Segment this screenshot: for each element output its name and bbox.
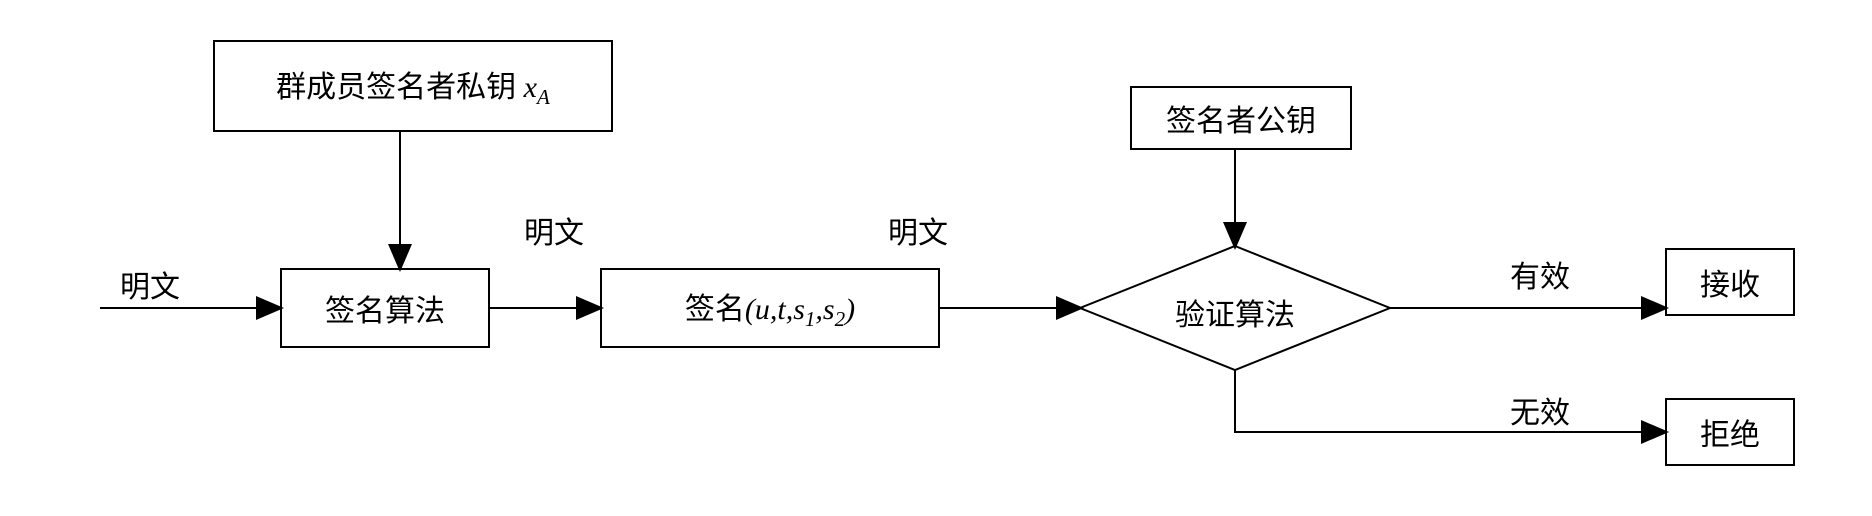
label-valid: 有效 <box>1510 252 1570 296</box>
node-signer-pubkey-label: 签名者公钥 <box>1166 96 1316 140</box>
node-verify-label: 验证算法 <box>1155 290 1315 334</box>
node-signature: 签名(u,t,s1,s2) <box>600 268 940 348</box>
node-sign-algo-label: 签名算法 <box>325 286 445 330</box>
node-signature-label: 签名(u,t,s1,s2) <box>685 284 855 332</box>
diagram-stage: 群成员签名者私钥 xA 签名算法 签名(u,t,s1,s2) 签名者公钥 接收 … <box>0 0 1872 516</box>
node-signer-pubkey: 签名者公钥 <box>1130 86 1352 150</box>
label-invalid: 无效 <box>1510 388 1570 432</box>
label-plaintext-mid1: 明文 <box>524 208 584 252</box>
label-plaintext-mid2: 明文 <box>888 208 948 252</box>
label-plaintext-in: 明文 <box>120 262 180 306</box>
node-sign-algo: 签名算法 <box>280 268 490 348</box>
node-private-key: 群成员签名者私钥 xA <box>213 40 613 132</box>
node-reject: 拒绝 <box>1665 398 1795 466</box>
node-private-key-label: 群成员签名者私钥 xA <box>276 62 550 110</box>
node-reject-label: 拒绝 <box>1700 410 1760 454</box>
node-accept-label: 接收 <box>1700 260 1760 304</box>
node-accept: 接收 <box>1665 248 1795 316</box>
